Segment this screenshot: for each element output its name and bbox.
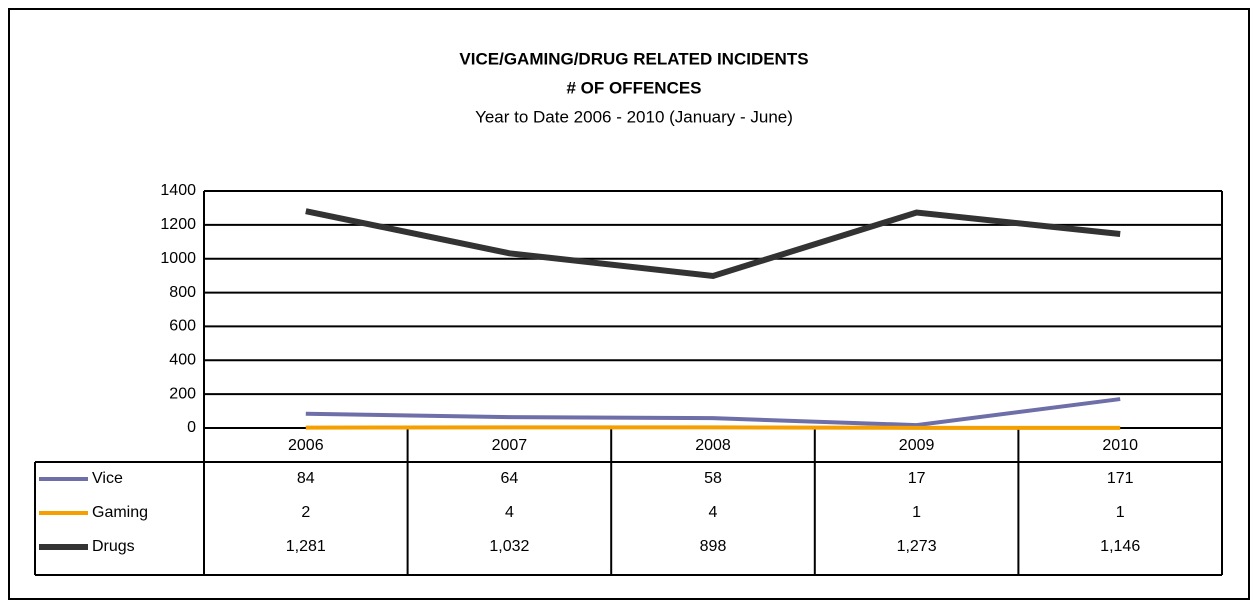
table-value: 171 [1107, 470, 1134, 487]
chart-title: VICE/GAMING/DRUG RELATED INCIDENTS [459, 49, 808, 68]
y-tick-label: 1000 [160, 250, 196, 267]
x-tick-label: 2010 [1102, 437, 1138, 454]
table-value: 1,032 [489, 538, 529, 555]
x-tick-label: 2008 [695, 437, 731, 454]
series-line [305, 425, 1121, 430]
y-tick-label: 400 [169, 352, 196, 369]
y-tick-label: 1400 [160, 182, 196, 199]
table-value: 898 [700, 538, 727, 555]
table-value: 2 [301, 504, 310, 521]
table-value: 1 [1116, 504, 1125, 521]
series-line [305, 208, 1121, 280]
table-value: 1 [912, 504, 921, 521]
table-value: 4 [505, 504, 514, 521]
chart-subtitle: Year to Date 2006 - 2010 (January - June… [475, 107, 793, 126]
y-tick-label: 800 [169, 284, 196, 301]
y-tick-label: 200 [169, 385, 196, 402]
series-line [305, 397, 1121, 428]
table-value: 1,146 [1100, 538, 1140, 555]
table-value: 4 [709, 504, 718, 521]
table-value: 64 [501, 470, 519, 487]
legend-label: Drugs [92, 538, 135, 555]
frame [8, 8, 1250, 600]
table-value: 84 [297, 470, 315, 487]
legend-label: Gaming [92, 504, 148, 521]
y-tick-label: 600 [169, 318, 196, 335]
y-tick-label: 1200 [160, 216, 196, 233]
x-tick-label: 2009 [899, 437, 935, 454]
x-tick-label: 2007 [492, 437, 528, 454]
x-tick-label: 2006 [288, 437, 324, 454]
chart-subtitle-bold: # OF OFFENCES [566, 78, 701, 97]
table-value: 17 [908, 470, 926, 487]
table-value: 1,273 [897, 538, 937, 555]
table-value: 58 [704, 470, 722, 487]
y-tick-label: 0 [187, 419, 196, 436]
legend-label: Vice [92, 470, 123, 487]
table-value: 1,281 [286, 538, 326, 555]
